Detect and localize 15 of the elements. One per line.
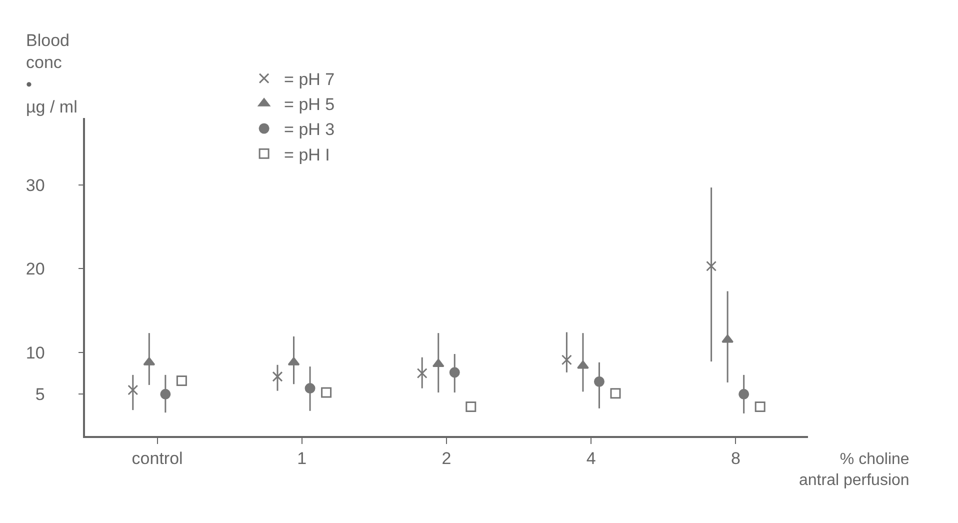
y-axis-title: Blood conc • µg / ml <box>26 31 78 116</box>
x-axis-title: % choline antral perfusion <box>799 451 910 489</box>
y-tick-label: 5 <box>35 385 45 404</box>
y-tick-label: 20 <box>26 260 45 279</box>
x-tick-label: control <box>132 449 183 468</box>
legend-label: = pH 7 <box>284 70 335 89</box>
x-tick-label: 8 <box>730 449 740 468</box>
x-tick-label: 2 <box>442 449 452 468</box>
y-tick-label: 30 <box>26 176 45 195</box>
y-tick-label: 10 <box>26 343 45 362</box>
x-tick-label: 1 <box>297 449 307 468</box>
legend-label: = pH 5 <box>284 95 335 114</box>
legend-label: = pH 3 <box>284 120 335 140</box>
legend-label: = pH I <box>284 145 330 164</box>
x-tick-label: 4 <box>586 449 596 468</box>
